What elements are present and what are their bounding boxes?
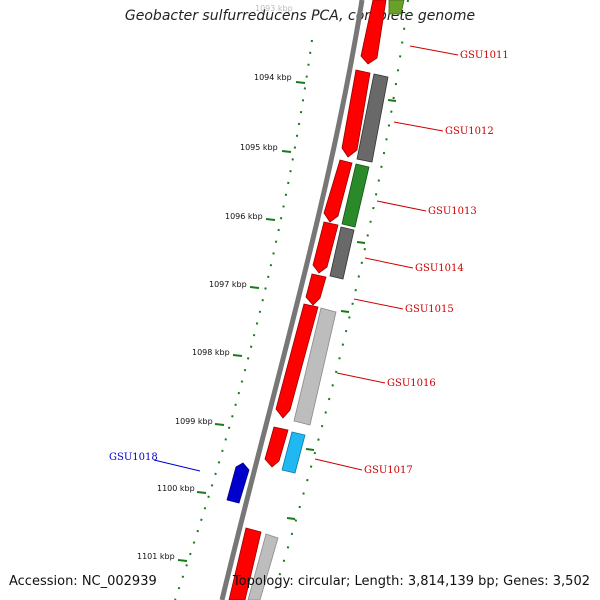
leader-line-gsu1016: [336, 372, 386, 384]
gene-arrow-gsu1014-forward[interactable]: [312, 221, 339, 274]
gene-block-gsu1016-reverse[interactable]: [293, 307, 337, 426]
scale-ticks: [177, 81, 306, 562]
gene-features: [226, 0, 405, 600]
gene-block-gsu1012-reverse[interactable]: [356, 73, 389, 163]
leader-line-gsu1014: [364, 257, 414, 269]
gene-arrow-gsu1017-forward[interactable]: [264, 426, 289, 468]
gene-label-gsu1014[interactable]: GSU1014: [415, 263, 464, 274]
scale-tick: [232, 354, 243, 357]
outer-tick: [340, 310, 350, 313]
leader-line-gsu1013: [376, 200, 427, 212]
gene-label-gsu1011[interactable]: GSU1011: [460, 50, 509, 61]
gene-arrow-gsu1013-forward[interactable]: [323, 159, 353, 223]
scale-tick: [295, 81, 306, 84]
outer-tick: [387, 99, 397, 102]
genome-summary-text: Topology: circular; Length: 3,814,139 bp…: [232, 574, 590, 589]
outer-tick: [356, 241, 366, 244]
scale-label: 1098 kbp: [192, 348, 230, 357]
gene-label-gsu1016[interactable]: GSU1016: [387, 378, 436, 389]
scale-tick: [281, 150, 292, 153]
scale-label: 1097 kbp: [209, 280, 247, 289]
map-title: Geobacter sulfurreducens PCA, complete g…: [124, 8, 476, 24]
outer-tick: [286, 517, 296, 520]
accession-text: Accession: NC_002939: [9, 574, 157, 589]
leader-lines: [153, 45, 459, 472]
gene-arrow-gsu1015[interactable]: [305, 273, 327, 306]
genome-backbone: [219, 0, 365, 600]
outer-dotted-track: [271, 0, 409, 600]
scale-tick: [214, 423, 225, 426]
gene-block-bottom-reverse[interactable]: [247, 533, 279, 600]
scale-label: 1101 kbp: [137, 552, 175, 561]
gene-arrow-gsu1018[interactable]: [226, 462, 250, 504]
gene-label-gsu1017[interactable]: GSU1017: [364, 465, 413, 476]
gene-labels: GSU1011 GSU1012 GSU1013 GSU1014 GSU1015 …: [109, 50, 509, 476]
leader-line-gsu1017: [314, 458, 363, 471]
gene-arrow-gsu1012-forward[interactable]: [341, 69, 371, 158]
scale-label: 1100 kbp: [157, 484, 195, 493]
scale-label: 1094 kbp: [254, 73, 292, 82]
outer-tick: [305, 448, 315, 451]
gene-arrow-gsu1011[interactable]: [360, 0, 387, 65]
gene-label-gsu1012[interactable]: GSU1012: [445, 126, 494, 137]
scale-label-faded: 1093 kbp: [255, 4, 293, 13]
scale-tick: [249, 286, 260, 289]
gene-block-gsu1013-green[interactable]: [341, 163, 370, 228]
scale-label: 1099 kbp: [175, 417, 213, 426]
gene-arrow-gsu1016-forward[interactable]: [275, 303, 319, 419]
leader-line-gsu1018: [153, 459, 201, 472]
scale-label: 1096 kbp: [225, 212, 263, 221]
gene-block-gsu1017-cyan[interactable]: [281, 431, 306, 474]
outer-track-ticks: [286, 99, 397, 520]
leader-line-gsu1015: [353, 298, 404, 310]
gene-block-gsu1014-reverse[interactable]: [329, 226, 355, 280]
scale-tick: [177, 559, 188, 562]
gene-label-gsu1018[interactable]: GSU1018: [109, 452, 158, 463]
scale-tick: [196, 491, 207, 494]
scale-track: 1093 kbp 1094 kbp 1095 kbp 1096 kbp 1097…: [137, 4, 313, 600]
gene-label-gsu1015[interactable]: GSU1015: [405, 304, 454, 315]
scale-tick: [265, 218, 276, 221]
gene-block-top-green[interactable]: [388, 0, 405, 15]
leader-line-gsu1012: [393, 121, 444, 132]
gene-label-gsu1013[interactable]: GSU1013: [428, 206, 477, 217]
gene-arrow-bottom-forward[interactable]: [228, 527, 262, 600]
leader-line-gsu1011: [409, 45, 459, 56]
scale-label: 1095 kbp: [240, 143, 278, 152]
